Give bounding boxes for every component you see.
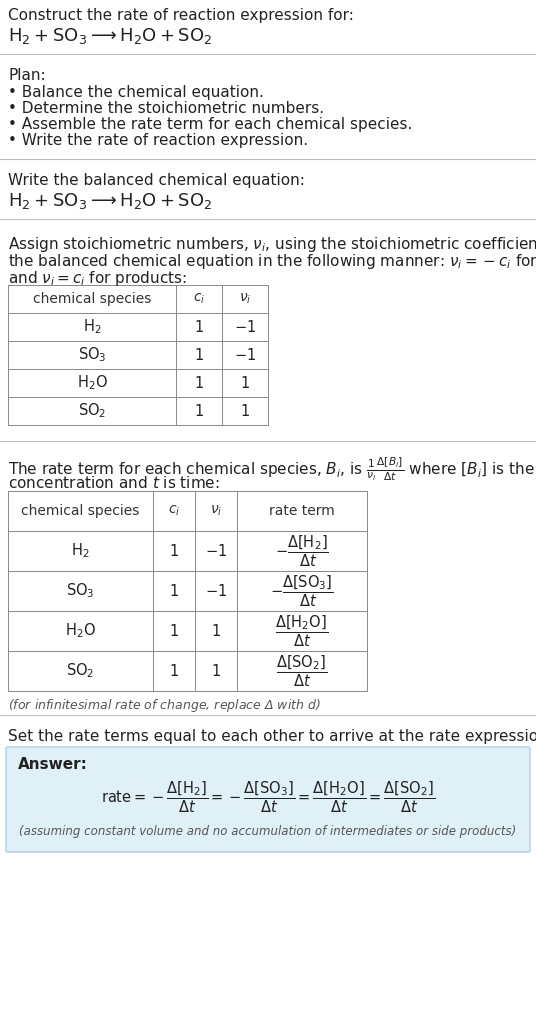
Text: 1: 1 — [195, 403, 204, 419]
Text: • Determine the stoichiometric numbers.: • Determine the stoichiometric numbers. — [8, 101, 324, 116]
Text: $\dfrac{\Delta[\mathrm{H_2O}]}{\Delta t}$: $\dfrac{\Delta[\mathrm{H_2O}]}{\Delta t}… — [276, 613, 329, 649]
Text: $1$: $1$ — [240, 403, 250, 419]
Text: $\mathrm{rate} = -\dfrac{\Delta[\mathrm{H_2}]}{\Delta t} = -\dfrac{\Delta[\mathr: $\mathrm{rate} = -\dfrac{\Delta[\mathrm{… — [101, 779, 435, 814]
Text: • Assemble the rate term for each chemical species.: • Assemble the rate term for each chemic… — [8, 117, 412, 132]
Text: $-1$: $-1$ — [234, 347, 256, 362]
Text: $\mathrm{H_2 + SO_3 \longrightarrow H_2O + SO_2}$: $\mathrm{H_2 + SO_3 \longrightarrow H_2O… — [8, 191, 212, 211]
Text: $c_i$: $c_i$ — [168, 504, 180, 518]
Text: • Write the rate of reaction expression.: • Write the rate of reaction expression. — [8, 133, 308, 148]
Text: $-1$: $-1$ — [205, 543, 227, 559]
Text: $-1$: $-1$ — [234, 319, 256, 335]
Text: Plan:: Plan: — [8, 68, 46, 83]
Text: 1: 1 — [195, 319, 204, 335]
Text: • Balance the chemical equation.: • Balance the chemical equation. — [8, 85, 264, 100]
Text: Write the balanced chemical equation:: Write the balanced chemical equation: — [8, 173, 305, 188]
Text: $\mathrm{H_2}$: $\mathrm{H_2}$ — [71, 542, 90, 560]
Text: $c_i$: $c_i$ — [193, 292, 205, 306]
Text: $-1$: $-1$ — [205, 583, 227, 599]
Text: 1: 1 — [169, 544, 178, 558]
Text: rate term: rate term — [269, 504, 335, 518]
Text: 1: 1 — [169, 584, 178, 598]
Text: chemical species: chemical species — [21, 504, 140, 518]
Text: $1$: $1$ — [211, 623, 221, 639]
Text: 1: 1 — [169, 624, 178, 639]
Text: $\mathrm{SO_3}$: $\mathrm{SO_3}$ — [66, 582, 95, 600]
Text: $1$: $1$ — [240, 375, 250, 391]
Text: (assuming constant volume and no accumulation of intermediates or side products): (assuming constant volume and no accumul… — [19, 825, 517, 838]
Text: Assign stoichiometric numbers, $\nu_i$, using the stoichiometric coefficients, $: Assign stoichiometric numbers, $\nu_i$, … — [8, 234, 536, 254]
Text: (for infinitesimal rate of change, replace Δ with $d$): (for infinitesimal rate of change, repla… — [8, 697, 321, 714]
FancyBboxPatch shape — [6, 746, 530, 852]
Text: and $\nu_i = c_i$ for products:: and $\nu_i = c_i$ for products: — [8, 269, 187, 288]
Text: $-\dfrac{\Delta[\mathrm{SO_3}]}{\Delta t}$: $-\dfrac{\Delta[\mathrm{SO_3}]}{\Delta t… — [270, 573, 334, 609]
Text: $\nu_i$: $\nu_i$ — [210, 504, 222, 518]
Text: $-\dfrac{\Delta[\mathrm{H_2}]}{\Delta t}$: $-\dfrac{\Delta[\mathrm{H_2}]}{\Delta t}… — [275, 534, 329, 568]
Text: $\mathrm{H_2 + SO_3 \longrightarrow H_2O + SO_2}$: $\mathrm{H_2 + SO_3 \longrightarrow H_2O… — [8, 26, 212, 46]
Text: $\mathrm{H_2O}$: $\mathrm{H_2O}$ — [65, 622, 96, 640]
Text: $\mathrm{H_2O}$: $\mathrm{H_2O}$ — [77, 374, 107, 392]
Text: concentration and $t$ is time:: concentration and $t$ is time: — [8, 475, 220, 490]
Text: $\mathrm{SO_3}$: $\mathrm{SO_3}$ — [78, 346, 106, 365]
Text: $\mathrm{SO_2}$: $\mathrm{SO_2}$ — [78, 401, 106, 420]
Text: Set the rate terms equal to each other to arrive at the rate expression:: Set the rate terms equal to each other t… — [8, 729, 536, 744]
Text: Answer:: Answer: — [18, 757, 88, 772]
Text: the balanced chemical equation in the following manner: $\nu_i = -c_i$ for react: the balanced chemical equation in the fo… — [8, 252, 536, 271]
Text: 1: 1 — [195, 347, 204, 362]
Text: $\nu_i$: $\nu_i$ — [239, 292, 251, 306]
Text: $\mathrm{SO_2}$: $\mathrm{SO_2}$ — [66, 662, 95, 680]
Text: $\dfrac{\Delta[\mathrm{SO_2}]}{\Delta t}$: $\dfrac{\Delta[\mathrm{SO_2}]}{\Delta t}… — [277, 653, 327, 689]
Text: chemical species: chemical species — [33, 292, 151, 306]
Text: $\mathrm{H_2}$: $\mathrm{H_2}$ — [83, 317, 101, 336]
Text: 1: 1 — [195, 376, 204, 390]
Text: The rate term for each chemical species, $B_i$, is $\frac{1}{\nu_i}\frac{\Delta[: The rate term for each chemical species,… — [8, 455, 536, 482]
Text: Construct the rate of reaction expression for:: Construct the rate of reaction expressio… — [8, 8, 354, 23]
Text: $1$: $1$ — [211, 663, 221, 679]
Text: 1: 1 — [169, 664, 178, 679]
